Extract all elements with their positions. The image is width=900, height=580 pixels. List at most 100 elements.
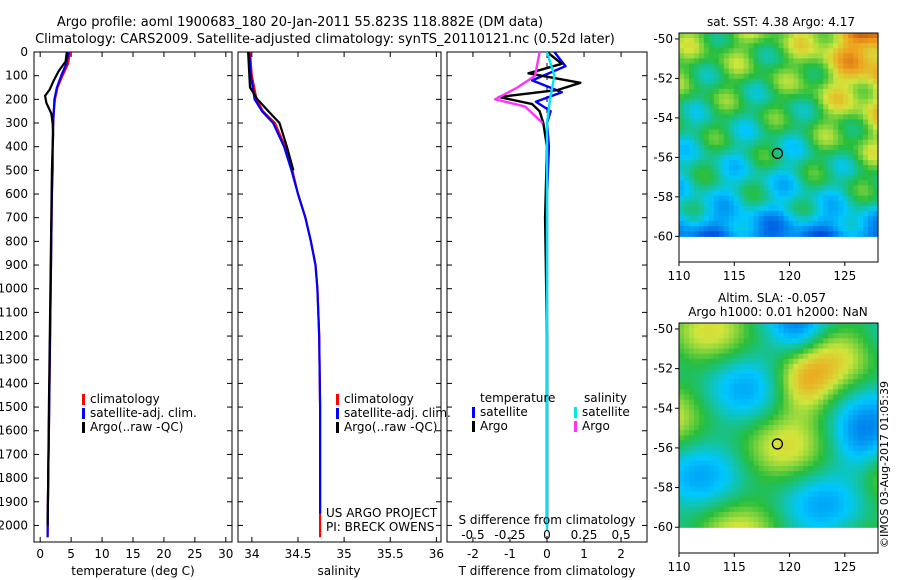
- map-cell: [873, 144, 879, 151]
- map-cell: [798, 73, 804, 80]
- map-cell: [738, 328, 745, 334]
- map-cell: [688, 221, 695, 227]
- map-cell: [733, 394, 740, 401]
- map-cell: [793, 399, 799, 406]
- map-cell: [758, 343, 765, 350]
- map-cell: [788, 323, 795, 329]
- map-cell: [788, 155, 795, 161]
- map-cell: [748, 328, 755, 334]
- map-cell: [853, 58, 859, 65]
- map-cell: [858, 486, 864, 493]
- map-cell: [833, 129, 839, 136]
- map-cell: [728, 94, 735, 100]
- map-cell: [743, 343, 750, 350]
- map-cell: [833, 501, 839, 508]
- map-cell: [758, 180, 765, 187]
- map-cell: [743, 63, 750, 70]
- map-cell: [868, 160, 874, 166]
- map-cell: [758, 455, 765, 462]
- map-cell: [848, 399, 854, 406]
- map-cell: [733, 104, 740, 110]
- map-cell: [738, 368, 745, 375]
- map-cell: [853, 404, 859, 411]
- map-cell: [733, 78, 740, 85]
- map-cell: [753, 348, 760, 355]
- map-cell: [778, 368, 785, 375]
- map-cell: [733, 409, 740, 416]
- map-cell: [833, 420, 839, 426]
- map-cell: [843, 409, 849, 416]
- map-cell: [833, 124, 839, 131]
- map-cell: [718, 185, 725, 192]
- map-cell: [823, 333, 829, 339]
- map-cell: [743, 409, 750, 416]
- map-cell: [853, 68, 859, 75]
- map-cell: [818, 195, 824, 202]
- map-cell: [838, 511, 844, 518]
- map-cell: [743, 476, 750, 482]
- map-cell: [778, 210, 785, 217]
- map-cell: [758, 221, 765, 227]
- map-cell: [703, 450, 710, 457]
- map-cell: [863, 420, 869, 426]
- map-cell: [823, 420, 829, 426]
- map-cell: [718, 517, 725, 523]
- map-cell: [788, 53, 795, 60]
- map-cell: [773, 506, 780, 513]
- map-cell: [708, 58, 715, 65]
- map-cell: [808, 195, 814, 202]
- map-cell: [868, 435, 874, 442]
- map-cell: [853, 139, 859, 146]
- map-cell: [748, 43, 755, 49]
- map-cell: [843, 78, 849, 85]
- map-cell: [758, 78, 765, 85]
- map-cell: [823, 455, 829, 462]
- map-cell: [679, 170, 685, 176]
- map-cell: [868, 114, 874, 121]
- map-cell: [818, 440, 824, 447]
- map-cell: [808, 160, 814, 166]
- sst-map-x-tick-label: 125: [833, 269, 856, 283]
- map-cell: [763, 94, 770, 100]
- map-cell: [748, 231, 755, 237]
- map-cell: [718, 165, 725, 171]
- map-cell: [713, 109, 720, 115]
- map-cell: [703, 374, 710, 380]
- map-cell: [833, 399, 839, 406]
- map-cell: [808, 471, 814, 477]
- map-cell: [753, 83, 760, 90]
- map-cell: [798, 180, 804, 187]
- map-cell: [788, 394, 795, 401]
- map-cell: [853, 200, 859, 207]
- map-cell: [853, 205, 859, 212]
- map-cell: [733, 155, 740, 161]
- map-cell: [873, 476, 879, 482]
- map-cell: [788, 414, 795, 421]
- map-cell: [863, 404, 869, 411]
- map-cell: [813, 190, 819, 197]
- map-cell: [708, 389, 715, 396]
- map-cell: [679, 48, 685, 54]
- temperature-panel: 0100200300400500600700800900100011001200…: [0, 45, 233, 578]
- map-cell: [703, 323, 710, 329]
- map-cell: [793, 389, 799, 396]
- map-cell: [713, 348, 720, 355]
- map-cell: [733, 368, 740, 375]
- map-cell: [853, 78, 859, 85]
- map-cell: [793, 200, 799, 207]
- map-cell: [708, 450, 715, 457]
- map-cell: [758, 389, 765, 396]
- map-cell: [718, 353, 725, 360]
- map-cell: [713, 486, 720, 493]
- map-cell: [783, 358, 790, 365]
- map-cell: [763, 175, 770, 182]
- map-cell: [818, 200, 824, 207]
- map-cell: [818, 68, 824, 75]
- map-cell: [763, 430, 770, 436]
- map-cell: [773, 48, 780, 54]
- map-cell: [758, 216, 765, 222]
- map-cell: [783, 511, 790, 518]
- map-cell: [733, 425, 740, 431]
- map-cell: [813, 134, 819, 141]
- map-cell: [853, 394, 859, 401]
